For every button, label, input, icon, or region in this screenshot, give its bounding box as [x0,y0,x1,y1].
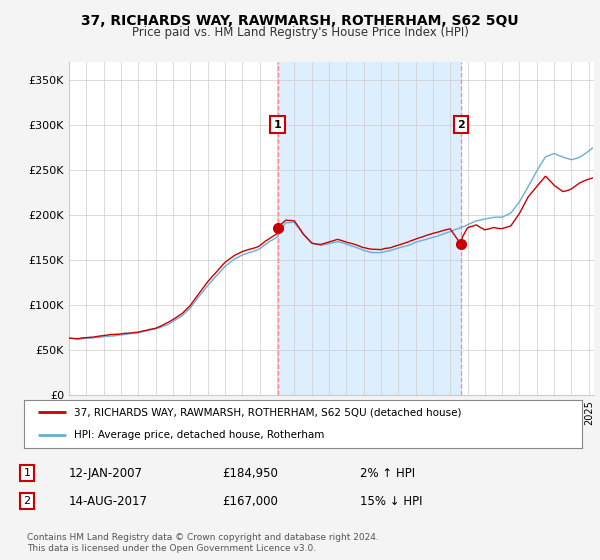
Text: 12-JAN-2007: 12-JAN-2007 [69,466,143,480]
Text: 1: 1 [274,120,281,129]
Text: 15% ↓ HPI: 15% ↓ HPI [360,494,422,508]
Text: HPI: Average price, detached house, Rotherham: HPI: Average price, detached house, Roth… [74,430,325,440]
Text: £167,000: £167,000 [222,494,278,508]
Text: 2: 2 [23,496,31,506]
Text: 37, RICHARDS WAY, RAWMARSH, ROTHERHAM, S62 5QU (detached house): 37, RICHARDS WAY, RAWMARSH, ROTHERHAM, S… [74,407,462,417]
Text: £184,950: £184,950 [222,466,278,480]
Text: 2: 2 [457,120,465,129]
Text: 14-AUG-2017: 14-AUG-2017 [69,494,148,508]
Text: 37, RICHARDS WAY, RAWMARSH, ROTHERHAM, S62 5QU: 37, RICHARDS WAY, RAWMARSH, ROTHERHAM, S… [81,14,519,28]
Text: Contains HM Land Registry data © Crown copyright and database right 2024.
This d: Contains HM Land Registry data © Crown c… [27,533,379,553]
Text: 2% ↑ HPI: 2% ↑ HPI [360,466,415,480]
Bar [278,62,461,395]
Text: 1: 1 [23,468,31,478]
Text: Price paid vs. HM Land Registry's House Price Index (HPI): Price paid vs. HM Land Registry's House … [131,26,469,39]
